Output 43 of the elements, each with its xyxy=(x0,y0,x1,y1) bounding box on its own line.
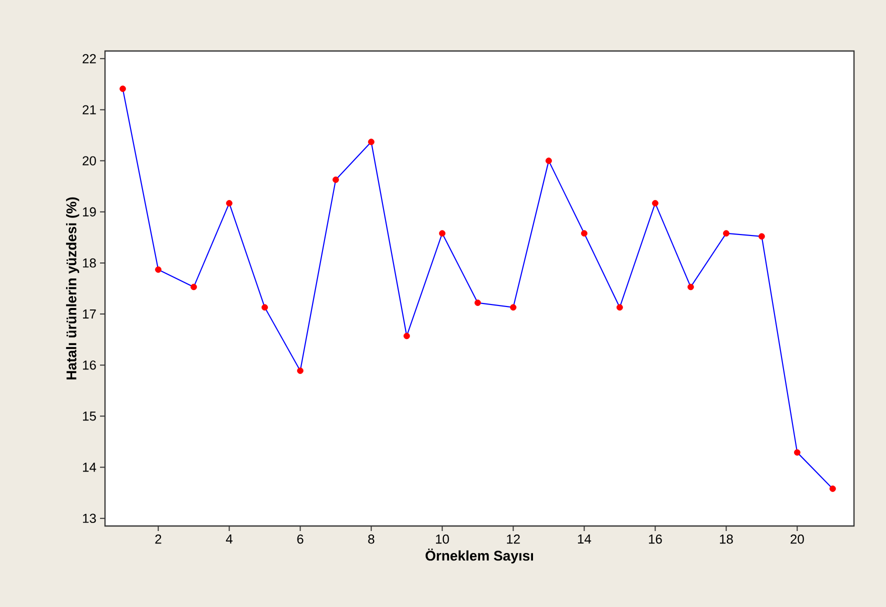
x-tick-label: 16 xyxy=(648,534,662,544)
point xyxy=(368,138,374,146)
point xyxy=(546,158,552,164)
point xyxy=(297,368,304,374)
y-tick-label: 15 xyxy=(83,412,96,421)
point xyxy=(226,200,232,206)
point xyxy=(794,449,800,456)
y-tick-label: 22 xyxy=(82,54,96,64)
y-tick-label: 21 xyxy=(82,105,96,114)
point xyxy=(688,284,694,290)
y-axis-title: Hatalı ürünlerin yüzdesi (%) xyxy=(66,197,80,380)
point xyxy=(758,233,765,240)
point xyxy=(262,304,268,311)
x-tick-label: 12 xyxy=(506,534,520,544)
point xyxy=(155,266,162,273)
y-tick-label: 18 xyxy=(83,258,96,268)
point xyxy=(120,86,126,92)
point xyxy=(404,332,410,340)
y-tick-label: 19 xyxy=(83,207,96,216)
x-tick-label: 8 xyxy=(368,534,374,544)
point xyxy=(439,230,446,237)
x-axis-title: Örneklem Sayısı xyxy=(426,548,533,564)
x-tick-label: 6 xyxy=(297,534,304,544)
point xyxy=(723,230,730,237)
x-tick-label: 18 xyxy=(720,534,733,544)
x-tick-label: 4 xyxy=(226,534,232,544)
x-tick-label: 14 xyxy=(578,534,592,544)
point xyxy=(830,486,836,492)
x-tick-label: 2 xyxy=(155,534,162,544)
y-tick-label: 13 xyxy=(83,514,96,523)
point xyxy=(190,284,197,290)
x-tick-label: 10 xyxy=(436,534,449,544)
x-tick-label: 20 xyxy=(790,534,804,544)
point xyxy=(474,300,481,306)
y-tick-label: 20 xyxy=(82,156,96,166)
point xyxy=(332,176,339,183)
point xyxy=(510,304,516,311)
point xyxy=(652,200,658,206)
point xyxy=(581,230,588,237)
y-tick-label: 16 xyxy=(83,360,96,370)
y-tick-label: 17 xyxy=(83,310,96,318)
point xyxy=(616,304,623,311)
y-tick-label: 14 xyxy=(83,462,96,472)
